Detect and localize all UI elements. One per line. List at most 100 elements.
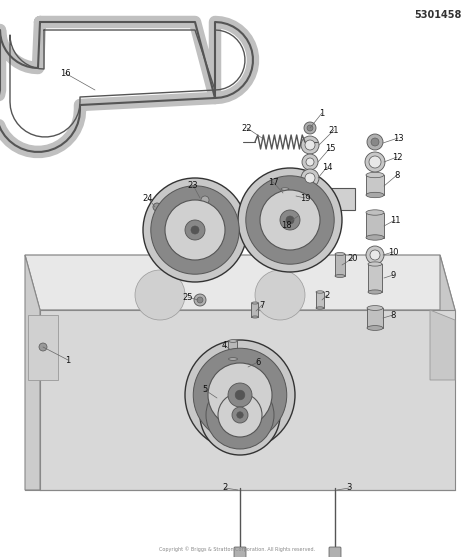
Text: 5: 5 <box>202 385 208 394</box>
Polygon shape <box>265 188 355 210</box>
Circle shape <box>197 297 203 303</box>
Circle shape <box>307 125 313 131</box>
Text: 25: 25 <box>183 292 193 301</box>
Circle shape <box>246 176 334 264</box>
Circle shape <box>244 364 252 372</box>
Circle shape <box>255 270 305 320</box>
Ellipse shape <box>316 291 324 293</box>
Polygon shape <box>281 189 289 201</box>
Circle shape <box>232 407 248 423</box>
Text: 8: 8 <box>394 170 400 179</box>
Circle shape <box>201 196 209 204</box>
Polygon shape <box>367 308 383 328</box>
Circle shape <box>370 250 380 260</box>
Circle shape <box>305 173 315 183</box>
Text: 11: 11 <box>390 216 400 224</box>
Circle shape <box>39 343 47 351</box>
Ellipse shape <box>368 290 382 294</box>
Text: 21: 21 <box>329 125 339 134</box>
Circle shape <box>208 363 272 427</box>
Polygon shape <box>28 315 58 380</box>
Circle shape <box>286 216 294 224</box>
Circle shape <box>296 211 304 219</box>
Ellipse shape <box>366 210 384 215</box>
Circle shape <box>238 168 342 272</box>
Text: 9: 9 <box>391 271 396 280</box>
Ellipse shape <box>335 275 345 277</box>
Ellipse shape <box>366 192 384 198</box>
Text: 20: 20 <box>348 253 358 262</box>
Ellipse shape <box>367 326 383 330</box>
FancyBboxPatch shape <box>329 547 341 557</box>
Text: 22: 22 <box>242 124 252 133</box>
Text: 17: 17 <box>268 178 278 187</box>
Text: 6: 6 <box>255 358 261 367</box>
Circle shape <box>371 138 379 146</box>
Circle shape <box>369 156 381 168</box>
Polygon shape <box>366 213 384 237</box>
Circle shape <box>237 412 243 418</box>
Polygon shape <box>228 341 237 359</box>
Circle shape <box>367 134 383 150</box>
Circle shape <box>218 393 262 437</box>
Text: 14: 14 <box>322 163 332 172</box>
Polygon shape <box>368 264 382 292</box>
Circle shape <box>193 348 287 442</box>
Circle shape <box>305 140 315 150</box>
Polygon shape <box>252 303 258 317</box>
Ellipse shape <box>281 188 289 190</box>
Circle shape <box>185 340 295 450</box>
Text: 4: 4 <box>221 340 227 349</box>
Circle shape <box>206 381 274 449</box>
Ellipse shape <box>228 358 237 360</box>
Circle shape <box>282 187 298 203</box>
Text: 5301458: 5301458 <box>415 10 462 20</box>
Circle shape <box>135 270 185 320</box>
Circle shape <box>301 136 319 154</box>
Text: 24: 24 <box>143 193 153 203</box>
Text: 12: 12 <box>392 153 402 162</box>
Circle shape <box>143 178 247 282</box>
Circle shape <box>200 375 280 455</box>
Circle shape <box>153 203 161 211</box>
Ellipse shape <box>252 316 258 318</box>
Circle shape <box>191 226 199 234</box>
Text: 8: 8 <box>390 310 396 320</box>
Circle shape <box>185 220 205 240</box>
Text: 7: 7 <box>259 300 264 310</box>
Ellipse shape <box>252 302 258 304</box>
Text: 18: 18 <box>281 221 292 229</box>
Ellipse shape <box>366 235 384 240</box>
Text: 2: 2 <box>324 291 329 300</box>
Text: 19: 19 <box>300 193 310 203</box>
Circle shape <box>260 190 320 250</box>
Circle shape <box>306 158 314 166</box>
Circle shape <box>151 186 239 274</box>
Text: 15: 15 <box>325 144 335 153</box>
Polygon shape <box>25 255 40 490</box>
Circle shape <box>304 122 316 134</box>
Text: 1: 1 <box>65 355 71 364</box>
Ellipse shape <box>366 172 384 178</box>
Polygon shape <box>40 310 455 490</box>
Circle shape <box>165 200 225 260</box>
Polygon shape <box>430 310 455 380</box>
Text: 23: 23 <box>188 180 198 189</box>
FancyBboxPatch shape <box>234 547 246 557</box>
Text: 16: 16 <box>60 69 70 77</box>
Polygon shape <box>25 255 455 310</box>
Text: 2: 2 <box>222 483 228 492</box>
Text: 10: 10 <box>388 247 398 257</box>
Circle shape <box>286 191 294 199</box>
Text: 3: 3 <box>346 483 352 492</box>
Circle shape <box>365 152 385 172</box>
Ellipse shape <box>281 200 289 202</box>
Text: Copyright © Briggs & Stratton Corporation. All Rights reserved.: Copyright © Briggs & Stratton Corporatio… <box>159 546 315 552</box>
Circle shape <box>240 360 256 376</box>
Text: 13: 13 <box>392 134 403 143</box>
Ellipse shape <box>228 340 237 343</box>
Polygon shape <box>335 254 345 276</box>
Circle shape <box>280 210 300 230</box>
Ellipse shape <box>316 307 324 309</box>
Circle shape <box>366 246 384 264</box>
